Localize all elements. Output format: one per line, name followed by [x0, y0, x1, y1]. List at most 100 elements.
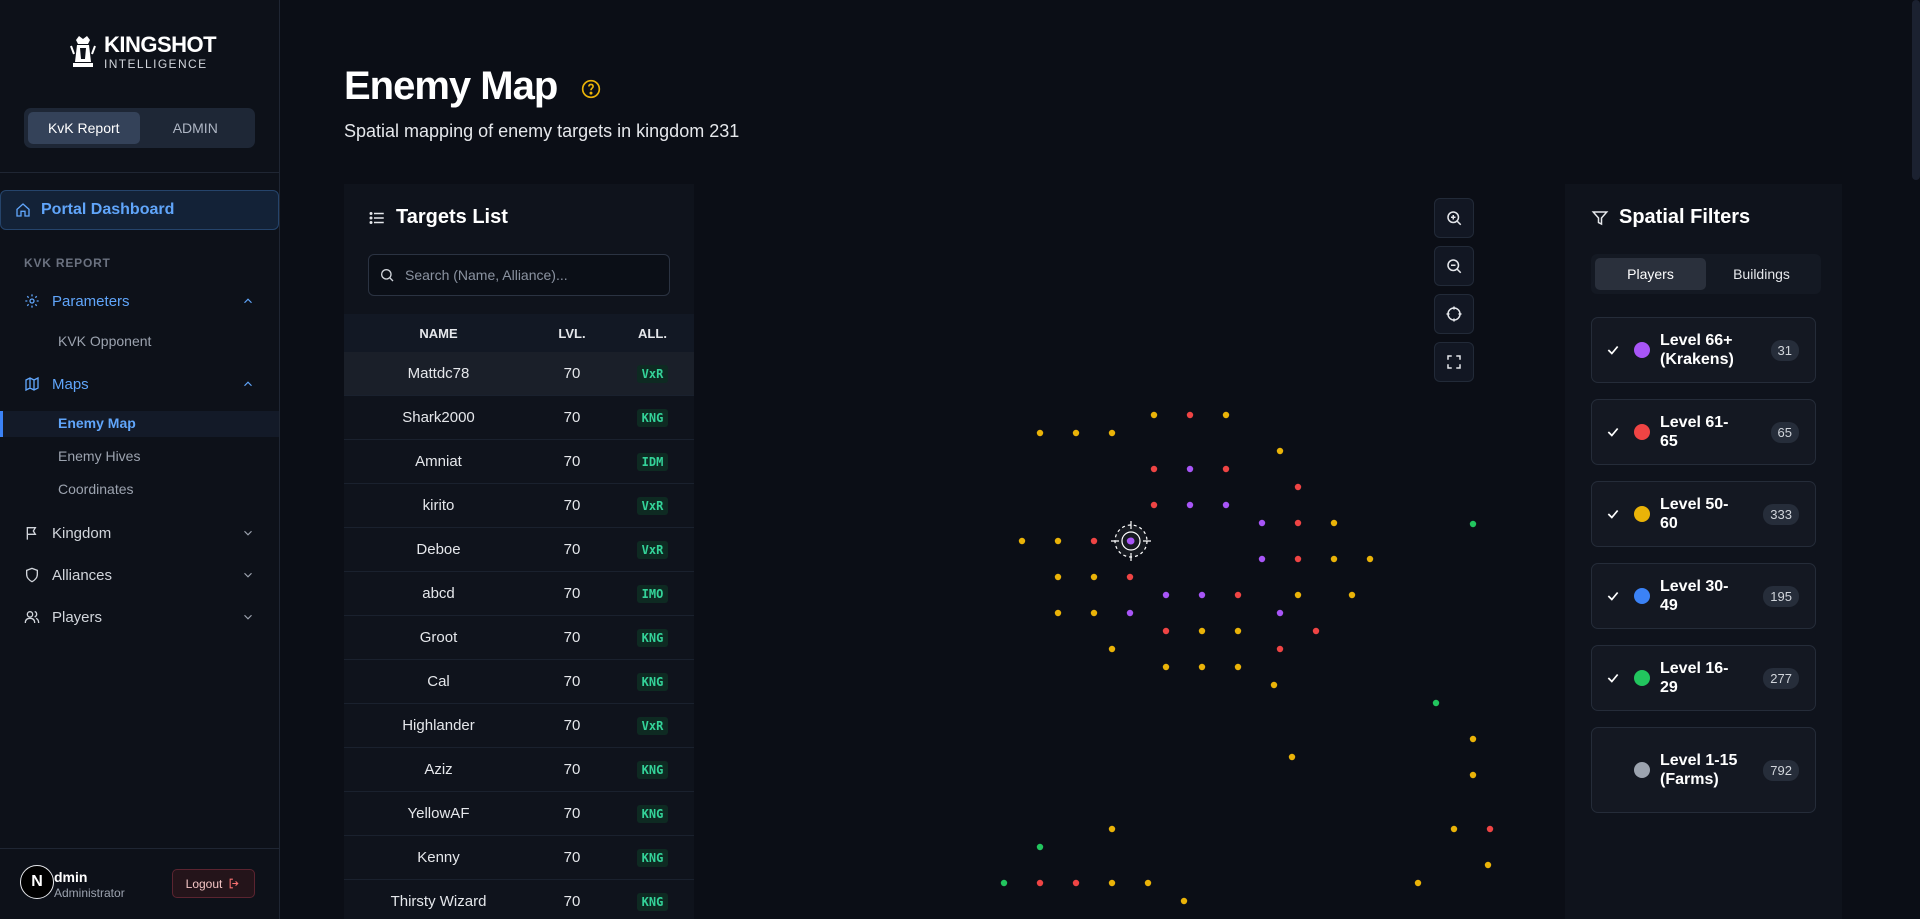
map-target-point[interactable] [1222, 465, 1230, 473]
map-target-point[interactable] [1036, 429, 1044, 437]
table-row[interactable]: Aziz 70 KNG [344, 748, 694, 792]
map-target-point[interactable] [1054, 537, 1062, 545]
enemy-map-canvas[interactable] [702, 184, 1556, 919]
level-filter-card[interactable]: Level 16-29 277 [1591, 645, 1816, 711]
map-plot[interactable] [702, 184, 1556, 919]
map-target-point[interactable] [1276, 447, 1284, 455]
map-target-point[interactable] [1432, 699, 1440, 707]
table-row[interactable]: Amniat 70 IDM [344, 440, 694, 484]
map-target-point[interactable] [1144, 879, 1152, 887]
map-target-point[interactable] [1312, 627, 1320, 635]
table-row[interactable]: kirito 70 VxR [344, 484, 694, 528]
level-filter-card[interactable]: Level 66+ (Krakens) 31 [1591, 317, 1816, 383]
fullscreen-button[interactable] [1434, 342, 1474, 382]
map-target-point[interactable] [1072, 879, 1080, 887]
map-target-point[interactable] [1150, 501, 1158, 509]
sidebar-item-players[interactable]: Players [24, 605, 255, 629]
map-target-point[interactable] [1258, 519, 1266, 527]
map-target-point[interactable] [1222, 501, 1230, 509]
selected-target-crosshair-icon[interactable] [1111, 521, 1151, 561]
sidebar-item-parameters[interactable]: Parameters [24, 289, 255, 313]
mode-kvk-report-button[interactable]: KvK Report [28, 112, 140, 144]
table-row[interactable]: abcd 70 IMO [344, 572, 694, 616]
sidebar-item-maps[interactable]: Maps [24, 372, 255, 396]
map-target-point[interactable] [1294, 555, 1302, 563]
table-row[interactable]: Cal 70 KNG [344, 660, 694, 704]
map-target-point[interactable] [1180, 897, 1188, 905]
zoom-out-button[interactable] [1434, 246, 1474, 286]
map-target-point[interactable] [1469, 735, 1477, 743]
map-target-point[interactable] [1469, 520, 1477, 528]
level-filter-card[interactable]: Level 61-65 65 [1591, 399, 1816, 465]
map-target-point[interactable] [1234, 591, 1242, 599]
map-target-point[interactable] [1036, 843, 1044, 851]
map-target-point[interactable] [1450, 825, 1458, 833]
map-target-point[interactable] [1469, 771, 1477, 779]
map-target-point[interactable] [1348, 591, 1356, 599]
map-target-point[interactable] [1108, 825, 1116, 833]
tab-players[interactable]: Players [1595, 258, 1706, 290]
map-target-point[interactable] [1414, 879, 1422, 887]
map-target-point[interactable] [1054, 609, 1062, 617]
map-target-point[interactable] [1162, 663, 1170, 671]
brand-logo[interactable]: KINGSHOT INTELLIGENCE [68, 34, 217, 70]
map-target-point[interactable] [1036, 879, 1044, 887]
map-target-point[interactable] [1484, 861, 1492, 869]
map-target-point[interactable] [1018, 537, 1026, 545]
map-target-point[interactable] [1090, 609, 1098, 617]
map-target-point[interactable] [1330, 555, 1338, 563]
map-target-point[interactable] [1294, 483, 1302, 491]
table-row[interactable]: Mattdc78 70 VxR [344, 352, 694, 396]
tab-buildings[interactable]: Buildings [1733, 266, 1790, 282]
map-target-point[interactable] [1108, 645, 1116, 653]
map-target-point[interactable] [1234, 663, 1242, 671]
sidebar-item-enemy-hives[interactable]: Enemy Hives [58, 448, 141, 464]
search-input[interactable] [405, 267, 655, 283]
level-filter-card[interactable]: Level 50-60 333 [1591, 481, 1816, 547]
map-target-point[interactable] [1162, 627, 1170, 635]
map-target-point[interactable] [1108, 879, 1116, 887]
map-target-point[interactable] [1276, 609, 1284, 617]
logout-button[interactable]: Logout [172, 869, 255, 898]
table-row[interactable]: Thirsty Wizard 70 KNG [344, 880, 694, 919]
map-target-point[interactable] [1288, 753, 1296, 761]
sidebar-item-enemy-map[interactable]: Enemy Map [58, 415, 136, 431]
map-target-point[interactable] [1186, 501, 1194, 509]
map-target-point[interactable] [1186, 411, 1194, 419]
map-target-point[interactable] [1294, 591, 1302, 599]
help-icon[interactable] [581, 79, 601, 99]
page-scrollbar[interactable] [1912, 0, 1920, 180]
table-row[interactable]: Shark2000 70 KNG [344, 396, 694, 440]
map-target-point[interactable] [1150, 465, 1158, 473]
table-row[interactable]: YellowAF 70 KNG [344, 792, 694, 836]
table-row[interactable]: Highlander 70 VxR [344, 704, 694, 748]
table-row[interactable]: Kenny 70 KNG [344, 836, 694, 880]
avatar[interactable]: N [20, 865, 54, 899]
map-target-point[interactable] [1366, 555, 1374, 563]
map-target-point[interactable] [1054, 573, 1062, 581]
sidebar-item-kvk-opponent[interactable]: KVK Opponent [58, 333, 152, 349]
sidebar-item-kingdom[interactable]: Kingdom [24, 521, 255, 545]
map-target-point[interactable] [1222, 411, 1230, 419]
table-row[interactable]: Groot 70 KNG [344, 616, 694, 660]
mode-admin-button[interactable]: ADMIN [172, 120, 218, 136]
map-target-point[interactable] [1270, 681, 1278, 689]
map-target-point[interactable] [1108, 429, 1116, 437]
map-target-point[interactable] [1090, 537, 1098, 545]
map-target-point[interactable] [1162, 591, 1170, 599]
zoom-in-button[interactable] [1434, 198, 1474, 238]
map-target-point[interactable] [1150, 411, 1158, 419]
column-header-alliance[interactable]: ALL. [638, 325, 667, 341]
level-filter-card[interactable]: Level 30-49 195 [1591, 563, 1816, 629]
recenter-button[interactable] [1434, 294, 1474, 334]
map-target-point[interactable] [1294, 519, 1302, 527]
map-target-point[interactable] [1276, 645, 1284, 653]
map-target-point[interactable] [1186, 465, 1194, 473]
map-target-point[interactable] [1258, 555, 1266, 563]
map-target-point[interactable] [1126, 573, 1134, 581]
map-target-point[interactable] [1234, 627, 1242, 635]
map-target-point[interactable] [1198, 663, 1206, 671]
map-target-point[interactable] [1198, 627, 1206, 635]
map-target-point[interactable] [1330, 519, 1338, 527]
level-filter-card[interactable]: Level 1-15 (Farms) 792 [1591, 727, 1816, 813]
